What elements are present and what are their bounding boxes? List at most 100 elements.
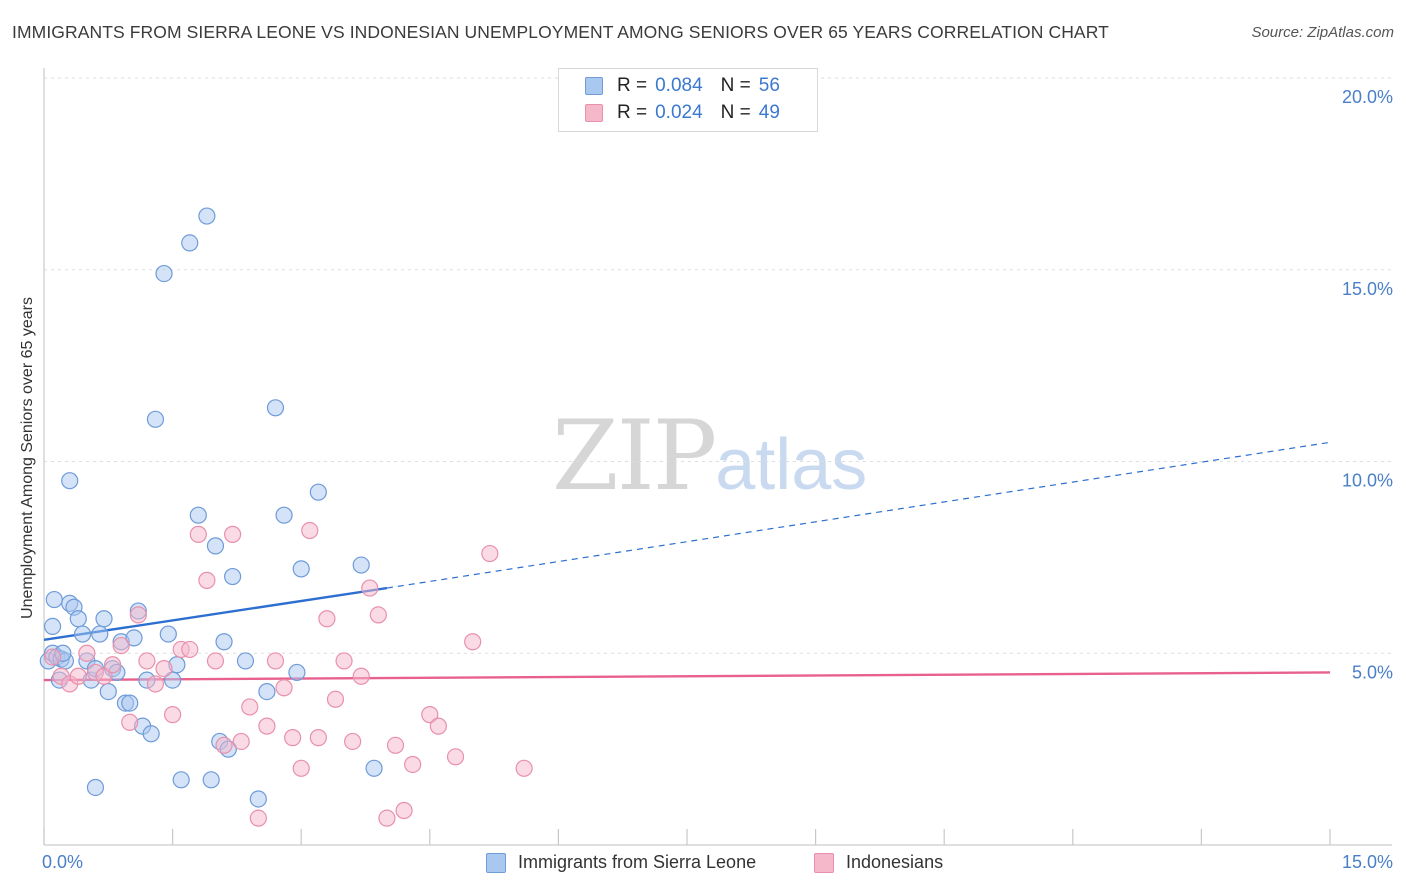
point-indonesians [464, 633, 482, 651]
point-indonesians [138, 652, 156, 670]
legend-n-value: 49 [758, 102, 780, 123]
trend-lines [43, 441, 1331, 682]
legend-swatch-blue [486, 852, 506, 873]
legend-n-value: 56 [758, 75, 780, 96]
point-sierra-leone [95, 610, 113, 628]
point-indonesians [129, 606, 147, 624]
point-sierra-leone [288, 663, 306, 682]
point-sierra-leone [198, 207, 216, 225]
y-tick-label: 15.0% [1342, 279, 1393, 299]
point-sierra-leone [159, 625, 177, 643]
grid-lines [44, 77, 1392, 654]
point-sierra-leone [309, 483, 327, 501]
point-sierra-leone [73, 625, 92, 643]
point-sierra-leone [266, 399, 285, 417]
axes [43, 68, 1392, 846]
point-indonesians [344, 732, 362, 751]
point-indonesians [275, 679, 293, 697]
point-indonesians [515, 759, 533, 777]
point-indonesians [69, 667, 87, 685]
point-indonesians [43, 648, 62, 666]
point-indonesians [404, 755, 422, 774]
x-tick-label-max: 15.0% [1342, 852, 1393, 872]
trend-line-sierra-leone-extension [386, 441, 1331, 589]
legend-r-label: R = [617, 102, 648, 123]
point-sierra-leone [125, 629, 143, 647]
point-indonesians [103, 656, 122, 674]
point-sierra-leone [155, 264, 173, 283]
legend-r-value: 0.024 [655, 102, 703, 123]
point-sierra-leone [202, 771, 220, 789]
point-indonesians [301, 521, 319, 540]
watermark: ZIPatlas [552, 400, 867, 512]
legend-swatch-blue [585, 77, 603, 95]
point-indonesians [112, 636, 130, 655]
point-indonesians [369, 606, 387, 624]
point-indonesians [232, 732, 250, 751]
correlation-legend: R = 0.084 N = 56 R = 0.024 N = 49 [558, 68, 818, 132]
point-sierra-leone [121, 694, 139, 712]
legend-swatch-pink [814, 852, 834, 873]
point-indonesians [378, 809, 396, 827]
x-tick-label-min: 0.0% [42, 852, 83, 872]
point-sierra-leone [215, 633, 233, 651]
chart-title: IMMIGRANTS FROM SIERRA LEONE VS INDONESI… [12, 22, 1109, 42]
point-sierra-leone [99, 682, 117, 701]
point-indonesians [249, 809, 267, 827]
point-indonesians [421, 706, 439, 724]
point-indonesians [361, 579, 379, 597]
legend-swatch-pink [585, 104, 603, 122]
point-indonesians [146, 675, 165, 693]
legend-n-label: N = [720, 75, 751, 96]
point-sierra-leone [43, 617, 62, 636]
point-indonesians [429, 717, 447, 735]
legend-label-sierra-leone: Immigrants from Sierra Leone [518, 852, 757, 872]
point-sierra-leone [275, 506, 293, 524]
point-indonesians [215, 736, 233, 754]
watermark-zip: ZIP [552, 400, 717, 512]
point-indonesians [189, 525, 207, 543]
point-sierra-leone [142, 725, 160, 743]
point-indonesians [318, 610, 336, 628]
point-sierra-leone [172, 771, 190, 789]
point-sierra-leone [45, 590, 63, 609]
point-indonesians [335, 652, 353, 670]
point-indonesians [198, 571, 216, 589]
watermark-atlas: atlas [715, 425, 868, 505]
legend-item-sierra-leone[interactable]: Immigrants from Sierra Leone [486, 852, 756, 873]
point-indonesians [206, 652, 225, 670]
point-indonesians [266, 652, 285, 670]
source-label: Source: ZipAtlas.com [1251, 24, 1394, 41]
point-indonesians [395, 801, 413, 820]
point-indonesians [121, 713, 139, 731]
point-indonesians [224, 525, 242, 543]
point-indonesians [446, 748, 465, 766]
legend-row-indonesians: R = 0.024 N = 49 [585, 100, 780, 126]
legend-item-indonesians[interactable]: Indonesians [814, 852, 943, 873]
point-sierra-leone [61, 472, 79, 490]
point-sierra-leone [146, 410, 165, 428]
point-sierra-leone [91, 625, 109, 643]
point-indonesians [78, 644, 96, 662]
point-sierra-leone [352, 556, 370, 574]
point-indonesians [386, 736, 405, 754]
point-indonesians [284, 729, 302, 747]
y-tick-label: 5.0% [1352, 662, 1393, 682]
point-sierra-leone [236, 652, 255, 670]
legend-row-sierra-leone: R = 0.084 N = 56 [585, 73, 780, 99]
point-indonesians [155, 659, 173, 678]
trend-line-indonesians [43, 671, 1331, 682]
point-indonesians [181, 640, 199, 659]
legend-label-indonesians: Indonesians [846, 852, 944, 872]
point-sierra-leone [206, 537, 225, 555]
point-sierra-leone [86, 778, 105, 797]
point-sierra-leone [292, 560, 310, 578]
point-indonesians [164, 706, 182, 724]
point-sierra-leone [181, 234, 199, 252]
point-indonesians [95, 667, 113, 685]
point-indonesians [326, 690, 345, 708]
point-sierra-leone [365, 759, 383, 777]
y-tick-label: 20.0% [1342, 87, 1393, 107]
point-indonesians [481, 544, 499, 563]
point-indonesians [309, 729, 327, 747]
